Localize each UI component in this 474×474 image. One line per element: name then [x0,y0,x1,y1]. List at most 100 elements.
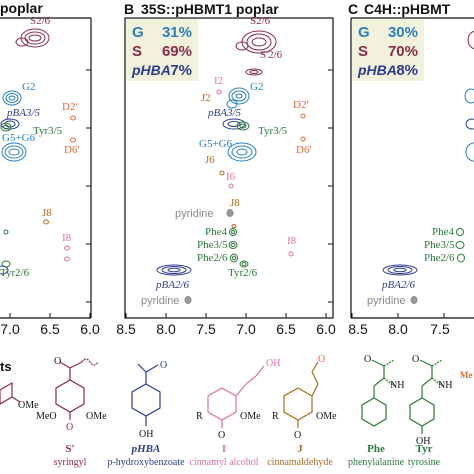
panel-c-legend: G 30% S 70% pHBA 8% [352,19,424,81]
aldehyde-atom-o: O [294,430,301,441]
panel-c-letter: C [348,1,358,17]
phenylalanine-name: Phe [367,443,385,455]
alcohol-atom-oh: OH [266,358,280,369]
cinnamaldehyde-name: J [297,443,303,455]
panel-c-xtick-3: 7.5 [430,321,450,337]
structures-row: ts OMe O MeO OMe O S' syringyl [0,354,473,468]
label-pba26: pBA2/6 [381,279,415,291]
alcohol-atom-r: R [196,411,203,422]
tyr35-contour [0,122,12,132]
label-tyr35: Tyr3/5 [258,125,288,137]
label-g2: G2 [250,81,263,93]
structure-syringyl: O MeO OMe O [36,356,107,433]
tyr-atom-oh: OH [416,436,430,447]
panel-b-xtick-3: 7.5 [196,321,216,337]
syringyl-name: S' [65,443,74,455]
panel-b-title: 35S::pHBMT1 poplar [141,1,279,17]
panel-c-contours [382,30,474,304]
i2-contour [216,89,222,95]
label-i6: I6 [226,171,236,183]
syringyl-atom-o-top: O [54,356,61,367]
tyr-atom-o: O [412,354,419,365]
me-fragment: Me [460,370,473,380]
phenylalanine-caption: phenylalanine [348,457,405,468]
label-phe35: Phe3/5 [424,239,455,251]
cinnamyl-alcohol-name: I [222,443,226,455]
structures-header: ts [0,359,12,374]
pba35-contour [465,118,474,130]
label-phe26: Phe2/6 [424,252,455,264]
label-tyr26: Tyr2/6 [228,267,258,279]
panel-b-contours [156,30,306,304]
legend-s-value: 69% [162,43,192,60]
phe26-contour [457,253,465,263]
panel-c-legend-box [352,19,424,81]
legend-g-label: G [132,24,144,41]
aldehyde-atom-r: R [272,411,279,422]
label-i2: I2 [214,75,223,87]
label-i8: I8 [287,235,297,247]
panel-a: poplar 7.0 6.5 6.0 [0,0,100,337]
label-d2: D2' [62,101,77,113]
s26p-contour [245,68,263,76]
legend-g-value: 30% [388,24,418,41]
label-tyr26: Tyr2/6 [0,267,30,279]
aldehyde-atom-o-top: O [318,354,325,365]
panel-b-xtick-2: 8.0 [156,321,176,337]
panel-a-contours [0,28,76,275]
syringyl-caption: syringyl [54,457,87,468]
i8-contour [64,245,70,262]
i8-contour [288,251,294,257]
phe35-contour [228,241,238,249]
panel-b-frame [124,17,334,319]
label-pba35: pBA3/5 [207,107,241,119]
s26-contour [467,30,474,50]
tyrosine-caption: tyrosine [408,457,441,468]
phe35-contour [455,241,465,249]
phe-atom-o: O [364,354,371,365]
phe4-contour [456,228,464,236]
label-d2: D2' [293,99,308,111]
g5g6-contour [465,142,474,162]
label-i8: I8 [62,232,72,244]
i6-contour [228,183,234,189]
label-j8: J8 [230,197,240,209]
panel-a-xtick-3: 6.0 [80,321,100,337]
label-s26: S2/6 [30,15,51,27]
aldehyde-atom-ome: OMe [316,411,337,422]
legend-s-label: S [132,43,142,60]
d2-contour [300,113,306,119]
panel-b-letter: B [124,1,134,17]
panel-b-legend: G 31% S 69% pHBA 7% [126,19,198,81]
label-phe4: Phe4 [205,226,228,238]
structure-cinnamyl-alcohol: OH R OMe O [196,358,280,441]
label-g5g6: G5+G6 [199,138,233,150]
g2-contour [2,90,22,106]
pyridine-contour [410,296,418,304]
panel-c-tick-marks [351,313,445,318]
pba26-contour [156,264,192,276]
legend-phba-value: 7% [170,62,192,79]
structure-tyrosine: O NH OH [409,354,452,447]
label-pba35: pBA3/5 [6,107,40,119]
panel-b-tick-marks [125,69,333,318]
structure-s: OMe [0,381,39,411]
label-s26: S2/6 [250,15,271,27]
syringyl-atom-meo: MeO [36,411,57,422]
label-phe26: Phe2/6 [197,252,228,264]
panel-c-title: C4H::pHBMT [364,1,451,17]
phba-name: pHBA [131,443,161,455]
s26-contour [235,30,277,54]
syringyl-atom-o-bottom: O [66,422,73,433]
panel-b-xtick-6: 6.0 [316,321,336,337]
panel-a-labels: S2/6 G2 pBA3/5 G5+G6 Tyr3/5 D2' D6' J8 I… [0,15,79,279]
pyridine-1-contour [226,209,234,217]
tyr35-contour [236,121,250,131]
s26-contour [15,28,50,48]
panel-c-xtick-2: 8.0 [388,321,408,337]
phba-caption: p-hydroxybenzoate [107,457,185,468]
panel-a-tick-marks [9,69,91,318]
label-d6: D6' [64,144,79,156]
legend-phba-label: pHBA [357,62,397,78]
g5g6-contour [1,142,27,162]
